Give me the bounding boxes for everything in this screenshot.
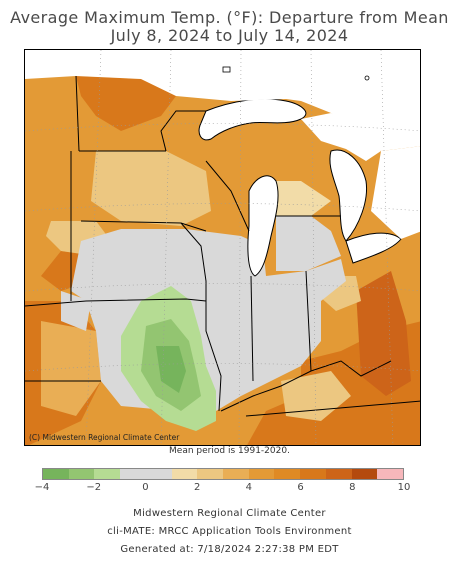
ks-ne-border xyxy=(25,300,87,307)
legend-swatch xyxy=(300,469,326,479)
dark-green-missouri xyxy=(156,346,186,393)
map-title-line-1: Average Maximum Temp. (°F): Departure fr… xyxy=(10,8,449,27)
legend-swatch xyxy=(197,469,224,479)
legend-swatch xyxy=(377,469,404,479)
legend-swatch xyxy=(274,469,301,479)
gray-michigan-lower xyxy=(276,216,341,271)
legend-swatch xyxy=(351,469,378,479)
map-title-line-2: July 8, 2024 to July 14, 2024 xyxy=(110,26,349,45)
footer-generated-time: Generated at: 7/18/2024 2:27:38 PM EDT xyxy=(120,544,339,555)
legend-swatch xyxy=(171,469,198,479)
legend-tick-label: 2 xyxy=(193,482,201,493)
legend-tick-label: 6 xyxy=(297,482,304,493)
map-credit: (C) Midwestern Regional Climate Center xyxy=(29,433,180,442)
legend-tick-label: −4 xyxy=(34,482,50,493)
il-in-border xyxy=(250,275,254,382)
legend-tick-label: 4 xyxy=(245,482,253,493)
footer-organization: Midwestern Regional Climate Center xyxy=(133,508,326,519)
lake-erie xyxy=(345,232,402,264)
tan-upper-midwest xyxy=(91,151,211,226)
legend-tick-label: −2 xyxy=(86,482,102,493)
in-oh-border xyxy=(305,270,312,372)
canada-outside-region xyxy=(25,50,420,151)
ontario-water xyxy=(371,146,420,239)
color-legend xyxy=(42,468,404,480)
legend-tick-label: 0 xyxy=(142,482,149,493)
pale-tan-michigan xyxy=(261,181,331,216)
mn-west-border xyxy=(75,75,80,152)
deep-orange-ohio-valley xyxy=(356,271,411,396)
small-island xyxy=(364,75,370,81)
legend-swatch xyxy=(248,469,275,479)
mn-wi-border xyxy=(160,110,206,152)
legend-swatch xyxy=(43,469,69,479)
legend-tick-label: 8 xyxy=(349,482,356,493)
legend-swatch xyxy=(325,469,352,479)
ky-tn-border xyxy=(245,400,420,417)
upper-michigan-water xyxy=(301,113,381,161)
footer-tool-name: cli-MATE: MRCC Application Tools Environ… xyxy=(107,526,352,537)
isle-royale xyxy=(222,66,231,73)
legend-swatch xyxy=(120,469,146,479)
light-orange-southwest xyxy=(41,321,101,416)
graticule xyxy=(25,50,420,445)
mean-period-note: Mean period is 1991-2020. xyxy=(169,446,290,456)
map-panel xyxy=(24,49,421,446)
wi-il-border xyxy=(205,160,250,232)
legend-swatch xyxy=(223,469,249,479)
temperature-departure-map xyxy=(25,50,420,445)
legend-swatch xyxy=(94,469,121,479)
legend-swatch xyxy=(145,469,172,479)
state-boundaries xyxy=(25,75,420,417)
mississippi-river xyxy=(180,222,222,412)
legend-tick-label: 10 xyxy=(397,482,411,493)
dark-orange-north-minnesota xyxy=(76,76,176,131)
mo-north-border xyxy=(85,298,207,302)
lake-michigan xyxy=(247,175,279,277)
legend-swatch xyxy=(68,469,95,479)
ohio-river xyxy=(220,360,392,412)
